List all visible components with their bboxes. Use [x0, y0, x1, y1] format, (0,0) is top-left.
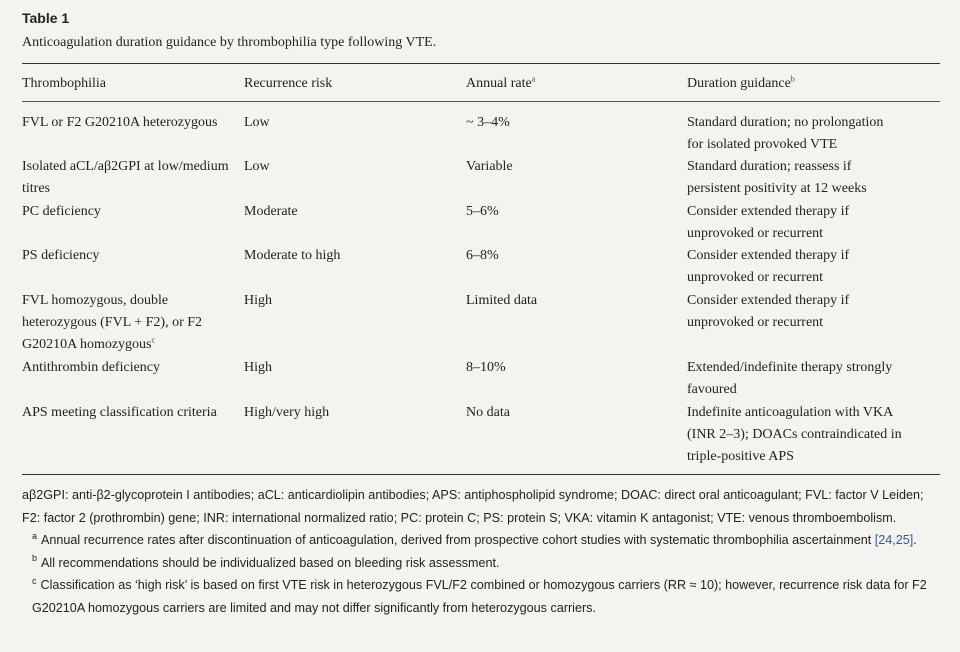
cell-recurrence-risk: Low — [244, 115, 270, 130]
cell-line: FVL or F2 G20210A heterozygous — [22, 115, 218, 130]
header-annual-rate: Annual ratea — [466, 74, 536, 91]
cell-recurrence-risk: Low — [244, 159, 270, 174]
cell-line: Extended/indefinite therapy strongly — [687, 360, 893, 375]
cell-line: unprovoked or recurrent — [687, 315, 824, 330]
cell-line: PC deficiency — [22, 204, 101, 219]
header-thrombophilia: Thrombophilia — [22, 76, 106, 91]
cell-line: unprovoked or recurrent — [687, 226, 824, 241]
cell-recurrence-risk: High — [244, 293, 272, 308]
reference-link[interactable]: [24,25] — [874, 533, 914, 547]
cell-thrombophilia: PS deficiency — [22, 245, 232, 267]
cell-thrombophilia: APS meeting classification criteria — [22, 402, 232, 424]
cell-line: (INR 2–3); DOACs contraindicated in — [687, 427, 902, 442]
cell-thrombophilia: FVL homozygous, double heterozygous (FVL … — [22, 290, 232, 356]
table-caption: Anticoagulation duration guidance by thr… — [22, 35, 437, 50]
header-recurrence-risk: Recurrence risk — [244, 76, 333, 91]
cell-thrombophilia: PC deficiency — [22, 201, 232, 223]
cell-duration-guidance: Consider extended therapy if unprovoked o… — [687, 201, 927, 245]
cell-annual-rate: 5–6% — [466, 204, 499, 219]
cell-line: Indefinite anticoagulation with VKA — [687, 405, 894, 420]
cell-annual-rate: 6–8% — [466, 248, 499, 263]
cell-recurrence-risk: Moderate — [244, 204, 298, 219]
table-top-rule — [22, 63, 940, 64]
footnote-mark-a: a — [531, 74, 536, 84]
cell-line: Isolated aCL/aβ2GPI at low/medium — [22, 159, 229, 174]
table-header-rule — [22, 101, 940, 102]
cell-line: heterozygous (FVL + F2), or F2 — [22, 315, 203, 330]
cell-annual-rate: Limited data — [466, 293, 538, 308]
cell-line: persistent positivity at 12 weeks — [687, 181, 867, 196]
footnote-mark-c: c — [151, 335, 156, 345]
cell-line: Standard duration; no prolongation — [687, 115, 884, 130]
footnote-c: c Classification as ‘high risk’ is based … — [32, 575, 927, 615]
footnote-b: b All recommendations should be individua… — [32, 553, 500, 570]
cell-line: APS meeting classification criteria — [22, 405, 217, 420]
cell-line: G20210A homozygousc — [22, 335, 156, 352]
cell-duration-guidance: Standard duration; no prolongation for is… — [687, 112, 927, 156]
header-duration-guidance: Duration guidanceb — [687, 74, 795, 91]
cell-thrombophilia: Antithrombin deficiency — [22, 357, 232, 379]
cell-recurrence-risk: Moderate to high — [244, 248, 341, 263]
cell-duration-guidance: Consider extended therapy if unprovoked o… — [687, 290, 927, 334]
cell-line: titres — [22, 181, 50, 196]
cell-line: Consider extended therapy if — [687, 293, 850, 308]
cell-line: Antithrombin deficiency — [22, 360, 161, 375]
cell-duration-guidance: Extended/indefinite therapy strongly favo… — [687, 357, 927, 401]
cell-duration-guidance: Consider extended therapy if unprovoked o… — [687, 245, 927, 289]
cell-annual-rate: 8–10% — [466, 360, 506, 375]
cell-line: Consider extended therapy if — [687, 204, 850, 219]
cell-annual-rate: Variable — [466, 159, 513, 174]
cell-recurrence-risk: High/very high — [244, 405, 330, 420]
footnote-a: a Annual recurrence rates after discontin… — [32, 530, 917, 547]
cell-thrombophilia: FVL or F2 G20210A heterozygous — [22, 112, 232, 134]
cell-line: Standard duration; reassess if — [687, 159, 852, 174]
table-footnotes: aβ2GPI: anti-β2-glycoprotein I antibodie… — [22, 484, 940, 619]
cell-line: unprovoked or recurrent — [687, 270, 824, 285]
cell-recurrence-risk: High — [244, 360, 272, 375]
cell-annual-rate: No data — [466, 405, 510, 420]
cell-annual-rate: ~ 3–4% — [466, 115, 510, 130]
cell-line: Consider extended therapy if — [687, 248, 850, 263]
cell-line: triple-positive APS — [687, 449, 794, 464]
cell-thrombophilia: Isolated aCL/aβ2GPI at low/medium titres — [22, 156, 232, 200]
cell-line: PS deficiency — [22, 248, 100, 263]
table-label: Table 1 — [22, 10, 70, 26]
abbreviations-note: aβ2GPI: anti-β2-glycoprotein I antibodie… — [22, 488, 924, 525]
cell-line: FVL homozygous, double — [22, 293, 169, 308]
cell-duration-guidance: Standard duration; reassess if persistent… — [687, 156, 927, 200]
cell-line: favoured — [687, 382, 737, 397]
cell-line: for isolated provoked VTE — [687, 137, 838, 152]
table-bottom-rule — [22, 474, 940, 475]
cell-duration-guidance: Indefinite anticoagulation with VKA (INR … — [687, 402, 927, 468]
footnote-mark-b: b — [790, 74, 795, 84]
